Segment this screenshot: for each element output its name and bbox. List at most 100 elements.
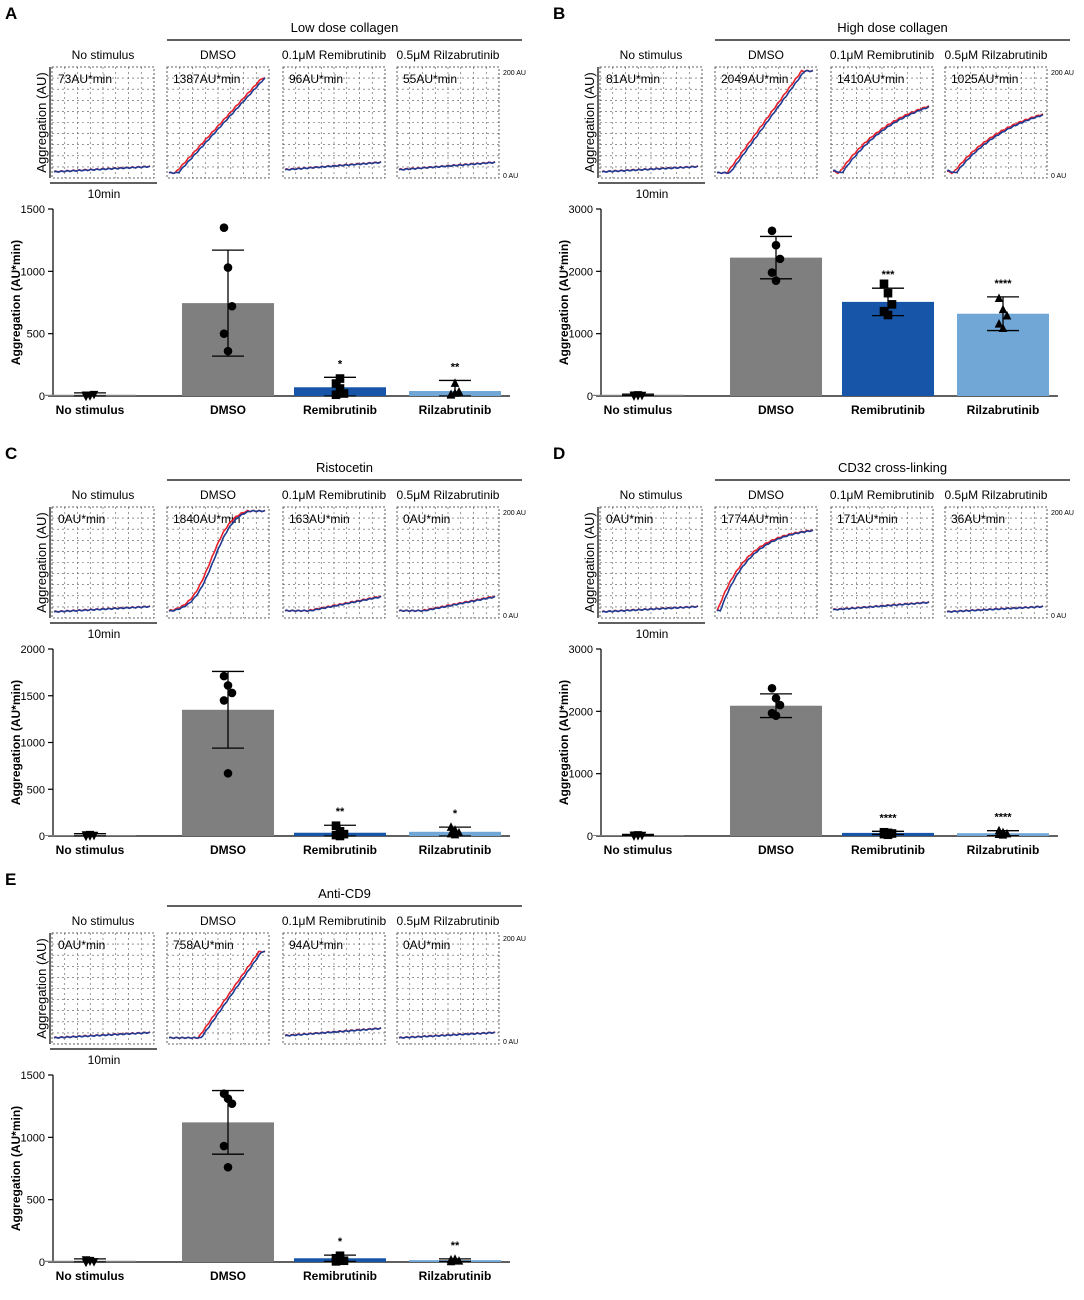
panel-letter: E xyxy=(5,870,16,889)
auc-label: 171AU*min xyxy=(837,512,898,526)
trace-box-1: No stimulus 0AU*min xyxy=(51,914,155,1045)
trace-top-label: 200 AU xyxy=(503,936,526,943)
bar-group-1: No stimulus xyxy=(44,390,136,417)
data-point xyxy=(446,390,456,399)
trace-top-label: 200 AU xyxy=(1051,510,1074,517)
trace-box-3: 0.1μM Remibrutinib 1410AU*min xyxy=(830,48,934,179)
data-point xyxy=(879,279,889,289)
trace-y-label: Aggregation (AU) xyxy=(34,938,49,1038)
trace-y-label: Aggregation (AU) xyxy=(34,512,49,612)
data-point xyxy=(998,830,1008,839)
trace-box-3: 0.1μM Remibrutinib 94AU*min xyxy=(282,914,387,1045)
y-tick-label: 1000 xyxy=(21,1132,45,1144)
trace-bottom-label: 0 AU xyxy=(1051,173,1066,180)
data-point xyxy=(223,1162,233,1172)
auc-label: 0AU*min xyxy=(403,938,450,952)
condition-label: DMSO xyxy=(200,48,236,62)
significance-label: **** xyxy=(994,278,1012,290)
data-point xyxy=(339,1256,349,1266)
trace-bottom-label: 0 AU xyxy=(503,613,518,620)
data-point xyxy=(85,1256,95,1266)
trace-box-2: DMSO 1840AU*min xyxy=(166,488,270,619)
category-label: No stimulus xyxy=(56,403,125,417)
panel-d: D CD32 cross-linking Aggregation (AU) 10min… xyxy=(553,444,1074,857)
data-point xyxy=(331,379,341,388)
data-point xyxy=(1002,310,1012,320)
trace-y-label: Aggregation (AU) xyxy=(34,72,49,172)
data-point xyxy=(771,693,781,703)
data-point xyxy=(450,378,460,387)
y-tick-label: 2000 xyxy=(569,706,593,718)
category-label: Remibrutinib xyxy=(303,403,377,417)
trace-box-4: 0.5μM Rilzabrutinib 0AU*min xyxy=(397,914,500,1045)
data-point xyxy=(771,711,781,720)
data-point xyxy=(450,825,460,834)
data-point xyxy=(85,830,95,840)
auc-label: 1774AU*min xyxy=(721,512,788,526)
auc-label: 73AU*min xyxy=(58,72,112,86)
scale-bar-label: 10min xyxy=(88,1053,121,1067)
data-point xyxy=(998,323,1008,332)
trace-top-label: 200 AU xyxy=(1051,70,1074,77)
condition-label: 0.5μM Rilzabrutinib xyxy=(945,488,1048,502)
data-point xyxy=(335,374,345,383)
auc-label: 2049AU*min xyxy=(721,72,788,86)
stimulus-title: Low dose collagen xyxy=(291,20,399,35)
significance-label: ** xyxy=(451,361,460,373)
panel-e: E Anti-CD9 Aggregation (AU) 10min No stimulu… xyxy=(5,870,526,1283)
bar-group-1: No stimulus xyxy=(44,830,136,857)
bar-y-label: Aggregation (AU*min) xyxy=(557,240,571,365)
trace-box-1: No stimulus 0AU*min xyxy=(599,488,703,619)
data-point xyxy=(85,392,95,401)
trace-blue-line xyxy=(168,950,266,1040)
condition-label: DMSO xyxy=(200,914,236,928)
condition-label: 0.5μM Rilzabrutinib xyxy=(397,488,500,502)
data-point xyxy=(335,384,345,393)
category-label: Remibrutinib xyxy=(303,1269,377,1283)
bar-group-4: * Rilzabrutinib xyxy=(409,808,501,857)
stimulus-title: CD32 cross-linking xyxy=(838,460,947,475)
y-tick-label: 0 xyxy=(39,391,45,403)
trace-box-2: DMSO 1774AU*min xyxy=(714,488,818,619)
category-label: No stimulus xyxy=(604,403,673,417)
significance-label: * xyxy=(338,1236,343,1248)
trace-y-label: Aggregation (AU) xyxy=(582,512,597,612)
bar-group-2: DMSO xyxy=(182,223,274,417)
bar-y-label: Aggregation (AU*min) xyxy=(557,680,571,805)
data-point xyxy=(223,263,233,272)
trace-red-line xyxy=(168,76,266,175)
y-tick-label: 3000 xyxy=(569,204,593,216)
condition-label: 0.1μM Remibrutinib xyxy=(282,914,387,928)
data-point xyxy=(767,683,777,693)
significance-label: * xyxy=(338,358,343,370)
trace-blue-line xyxy=(946,605,1044,613)
category-label: Rilzabrutinib xyxy=(967,403,1040,417)
trace-box-1: No stimulus 81AU*min xyxy=(599,48,703,179)
condition-label: No stimulus xyxy=(620,48,683,62)
trace-red-line xyxy=(832,105,930,175)
trace-box-4: 0.5μM Rilzabrutinib 55AU*min xyxy=(397,48,500,179)
auc-label: 96AU*min xyxy=(289,72,343,86)
category-label: Rilzabrutinib xyxy=(419,843,492,857)
data-point xyxy=(227,1099,237,1108)
trace-blue-line xyxy=(832,105,930,174)
trace-box-2: DMSO 758AU*min xyxy=(166,914,270,1045)
trace-blue-line xyxy=(53,1031,151,1039)
y-tick-label: 0 xyxy=(587,391,593,403)
auc-label: 758AU*min xyxy=(173,938,234,952)
trace-red-line xyxy=(946,113,1044,175)
y-tick-label: 3000 xyxy=(569,644,593,656)
data-point xyxy=(331,1257,341,1266)
category-label: Remibrutinib xyxy=(303,843,377,857)
trace-blue-line xyxy=(398,595,496,613)
data-point xyxy=(883,310,893,320)
condition-label: 0.1μM Remibrutinib xyxy=(830,488,935,502)
data-point xyxy=(883,830,893,840)
trace-box-3: 0.1μM Remibrutinib 171AU*min xyxy=(830,488,935,619)
trace-blue-line xyxy=(168,77,266,175)
y-tick-label: 1000 xyxy=(569,769,593,781)
data-point xyxy=(331,821,341,831)
data-point xyxy=(223,769,233,778)
bar-y-label: Aggregation (AU*min) xyxy=(9,1106,23,1231)
data-point xyxy=(219,696,229,705)
